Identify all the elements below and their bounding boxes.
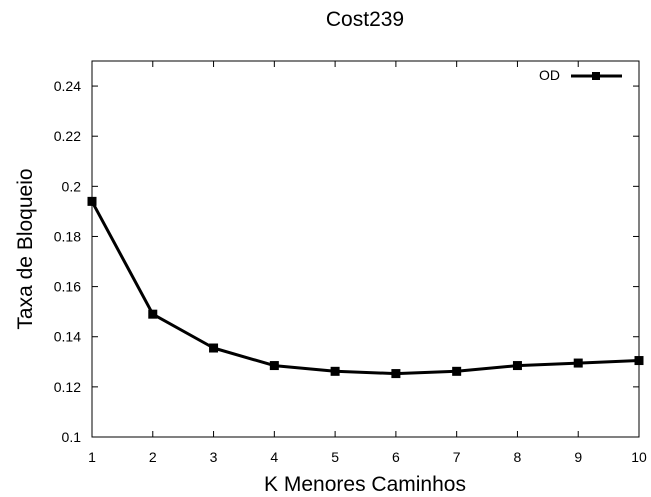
x-tick-label: 6	[392, 449, 400, 465]
y-tick-label: 0.24	[54, 78, 81, 94]
data-point	[209, 343, 219, 353]
legend-label-od: OD	[539, 67, 560, 83]
y-tick-label: 0.14	[54, 329, 81, 345]
x-axis-label: K Menores Caminhos	[264, 473, 466, 496]
data-point	[269, 361, 279, 371]
x-tick-label: 3	[210, 449, 218, 465]
legend: OD	[539, 67, 622, 83]
chart-title: Cost239	[326, 8, 404, 31]
data-point	[452, 366, 462, 376]
x-tick-label: 5	[331, 449, 339, 465]
x-tick-label: 4	[270, 449, 278, 465]
legend-marker-od	[592, 72, 600, 80]
data-point	[330, 366, 340, 376]
data-point	[391, 369, 401, 379]
data-point	[148, 309, 158, 319]
y-tick-label: 0.2	[62, 178, 82, 194]
series-line-od	[90, 200, 640, 376]
x-tick-label: 8	[514, 449, 522, 465]
x-axis-ticks: 1 2 3 4 5 6 7 8 9 10	[88, 61, 647, 465]
x-tick-label: 2	[149, 449, 157, 465]
y-tick-label: 0.12	[54, 379, 81, 395]
y-axis-ticks: 0.1 0.12 0.14 0.16 0.18 0.2 0.22 0.24	[54, 78, 639, 445]
x-tick-label: 10	[631, 449, 647, 465]
data-point	[573, 358, 583, 368]
x-tick-label: 9	[574, 449, 582, 465]
data-point	[634, 356, 644, 366]
y-axis-label: Taxa de Bloqueio	[14, 168, 37, 329]
data-point	[87, 196, 97, 206]
plot-frame	[91, 60, 640, 438]
series-layer	[87, 196, 644, 379]
y-tick-label: 0.1	[62, 429, 82, 445]
data-point	[512, 361, 522, 371]
y-tick-label: 0.22	[54, 128, 81, 144]
x-tick-label: 7	[453, 449, 461, 465]
y-tick-label: 0.18	[54, 228, 81, 244]
y-tick-label: 0.16	[54, 279, 81, 295]
x-tick-label: 1	[88, 449, 96, 465]
